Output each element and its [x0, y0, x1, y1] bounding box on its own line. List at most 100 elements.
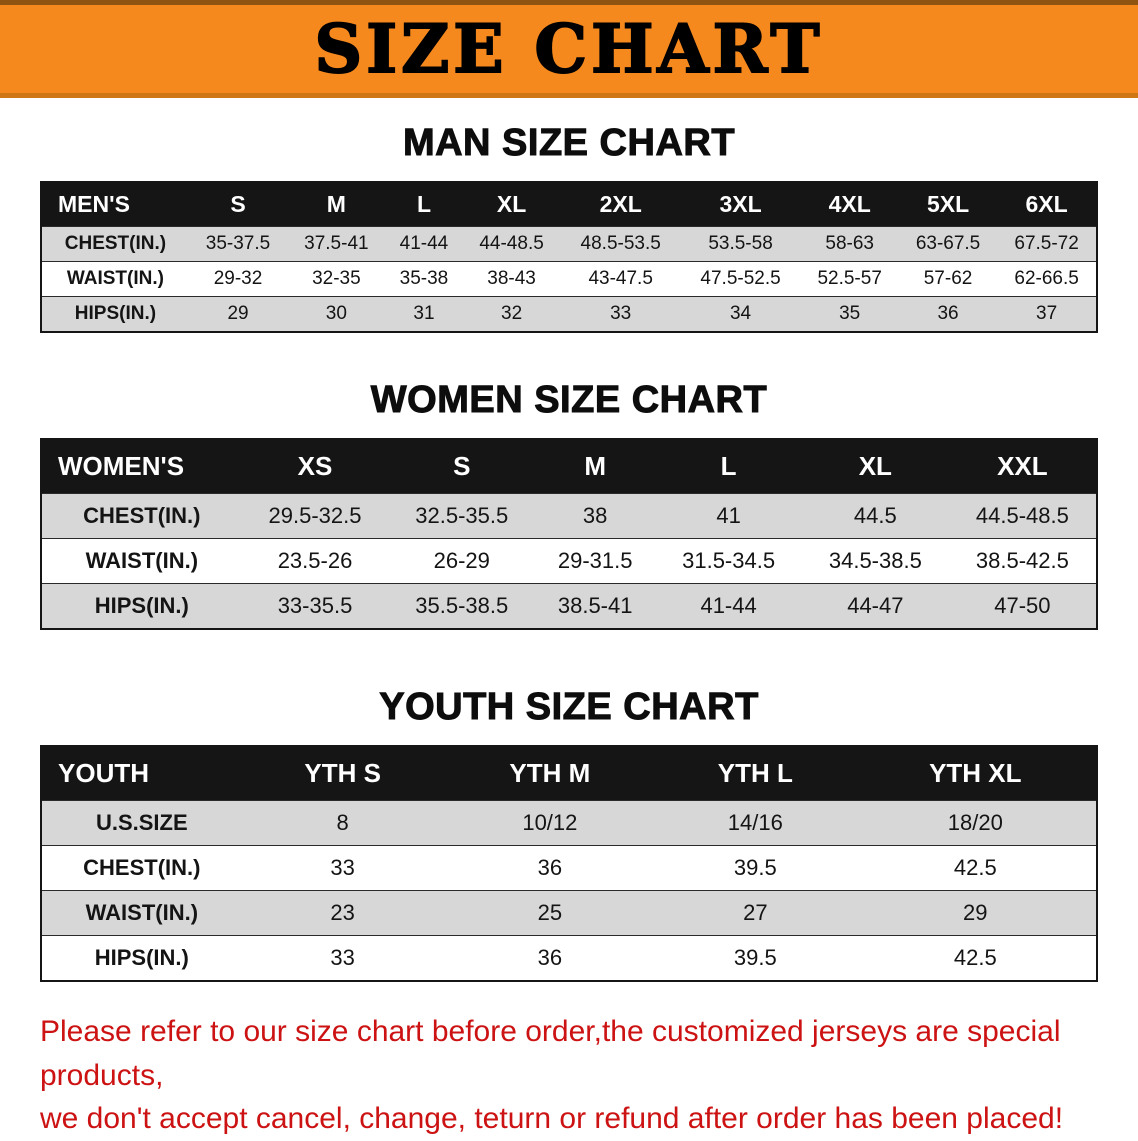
measurement-row: WAIST(IN.) 29-32 32-35 35-38 38-43 43-47.5 47.…	[41, 261, 1097, 297]
measurement-value: 39.5	[733, 855, 777, 880]
measurement-value: 58-63	[825, 233, 874, 254]
measurement-value: 36	[537, 855, 563, 880]
measurement-value: 29	[227, 303, 249, 324]
measurement-value: 32	[501, 303, 523, 324]
measurement-value: 38.5-41	[557, 593, 633, 618]
measurement-value: 33	[610, 303, 632, 324]
measurement-value: 44.5-48.5	[975, 503, 1069, 528]
youth-section-title: YOUTH SIZE CHART	[379, 686, 759, 729]
measurement-value: 35-38	[399, 268, 449, 289]
measurement-label: CHEST(IN.)	[83, 503, 201, 528]
measurement-label: WAIST(IN.)	[85, 900, 199, 925]
measurement-value: 33-35.5	[277, 593, 353, 618]
measurement-value: 33	[330, 855, 355, 880]
measurement-row: U.S.SIZE 8 10/12 14/16 18/20	[41, 800, 1097, 846]
men-section-title: MAN SIZE CHART	[402, 122, 736, 165]
women-size-table: WOMEN'S XS S M L XL XXL CHEST(IN.) 29.5-32.5 32.5…	[40, 438, 1098, 630]
measurement-value: 36	[537, 945, 563, 970]
measurement-value: 62-66.5	[1014, 268, 1079, 289]
measurement-value: 8	[336, 810, 349, 835]
measurement-row: HIPS(IN.) 33 36 39.5 42.5	[41, 935, 1097, 981]
measurement-value: 35	[839, 303, 861, 324]
table-header-row: MEN'S S M L XL 2XL 3XL 4XL 5XL 6XL	[41, 182, 1097, 227]
measurement-value: 34	[729, 303, 752, 324]
table-title-cell: YOUTH	[41, 746, 242, 801]
measurement-row: CHEST(IN.) 33 36 39.5 42.5	[41, 845, 1097, 891]
measurement-value: 31.5-34.5	[682, 548, 776, 573]
size-column-header: 3XL	[680, 182, 801, 227]
measurement-value: 39.5	[733, 945, 777, 970]
measurement-value: 47-50	[994, 593, 1051, 618]
page-title: SIZE CHART	[314, 9, 824, 89]
measurement-value: 52.5-57	[817, 268, 882, 289]
measurement-value: 41-44	[399, 233, 449, 254]
measurement-value: 18/20	[947, 810, 1003, 835]
measurement-value: 29-31.5	[557, 548, 633, 573]
measurement-value: 29-32	[213, 268, 263, 289]
measurement-value: 44-47	[847, 593, 904, 618]
measurement-value: 14/16	[727, 810, 783, 835]
measurement-value: 42.5	[953, 855, 997, 880]
size-column-header: L	[655, 439, 802, 494]
women-section-title: WOMEN SIZE CHART	[370, 379, 768, 422]
size-column-header: 2XL	[560, 182, 681, 227]
size-column-header: S	[188, 182, 288, 227]
size-column-header: XL	[801, 439, 949, 494]
size-column-header: 6XL	[997, 182, 1097, 227]
size-column-header: L	[385, 182, 463, 227]
measurement-value: 29	[963, 900, 988, 925]
measurement-value: 32.5-35.5	[415, 503, 509, 528]
measurement-value: 23	[330, 900, 355, 925]
measurement-value: 38-43	[487, 268, 536, 289]
measurement-value: 35-37.5	[205, 233, 271, 254]
measurement-value: 30	[325, 303, 347, 324]
size-column-header: 5XL	[898, 182, 998, 227]
measurement-value: 31	[413, 303, 435, 324]
size-column-header: S	[388, 439, 536, 494]
table-title-cell: MEN'S	[41, 182, 189, 227]
measurement-value: 47.5-52.5	[700, 268, 781, 289]
measurement-value: 27	[743, 900, 768, 925]
table-header-row: YOUTH YTH S YTH M YTH L YTH XL	[41, 746, 1097, 801]
size-column-header: XXL	[948, 439, 1097, 494]
measurement-value: 42.5	[953, 945, 997, 970]
measurement-value: 26-29	[433, 548, 490, 573]
size-column-header: YTH M	[443, 746, 657, 801]
measurement-label: U.S.SIZE	[95, 810, 188, 835]
measurement-row: HIPS(IN.) 33-35.5 35.5-38.5 38.5-41 41-44 44-…	[41, 583, 1097, 629]
size-column-header: XS	[241, 439, 389, 494]
measurement-row: CHEST(IN.) 29.5-32.5 32.5-35.5 38 41 44.5 44.5…	[41, 493, 1097, 539]
table-title-cell: WOMEN'S	[41, 439, 242, 494]
size-column-header: XL	[462, 182, 561, 227]
measurement-value: 44.5	[853, 503, 897, 528]
measurement-value: 37	[1036, 303, 1058, 324]
men-size-chart-section: MAN SIZE CHART MEN'S S M L XL 2XL 3XL 4XL 5XL 6XL…	[0, 122, 1138, 333]
size-column-header: 4XL	[800, 182, 899, 227]
youth-size-table: YOUTH YTH S YTH M YTH L YTH XL U.S.SIZE 8 10/12…	[40, 745, 1098, 982]
men-size-table: MEN'S S M L XL 2XL 3XL 4XL 5XL 6XL CHEST(IN.) 35-37…	[40, 181, 1098, 333]
measurement-label: CHEST(IN.)	[64, 233, 167, 254]
measurement-value: 32-35	[312, 268, 361, 289]
measurement-value: 23.5-26	[277, 548, 353, 573]
measurement-value: 44-48.5	[479, 233, 544, 254]
size-column-header: YTH S	[241, 746, 444, 801]
size-column-header: YTH XL	[854, 746, 1097, 801]
measurement-value: 25	[537, 900, 563, 925]
measurement-label: WAIST(IN.)	[85, 548, 199, 573]
measurement-label: HIPS(IN.)	[94, 945, 189, 970]
notice-line-2: we don't accept cancel, change, teturn o…	[40, 1102, 1064, 1135]
measurement-label: WAIST(IN.)	[66, 268, 164, 289]
measurement-value: 37.5-41	[304, 233, 369, 254]
measurement-value: 67.5-72	[1014, 233, 1079, 254]
measurement-value: 35.5-38.5	[415, 593, 509, 618]
measurement-label: CHEST(IN.)	[83, 855, 201, 880]
measurement-label: HIPS(IN.)	[74, 303, 157, 324]
table-header-row: WOMEN'S XS S M L XL XXL	[41, 439, 1097, 494]
measurement-row: WAIST(IN.) 23.5-26 26-29 29-31.5 31.5-34.5 34…	[41, 538, 1097, 584]
measurement-value: 43-47.5	[588, 268, 653, 289]
measurement-value: 34.5-38.5	[828, 548, 922, 573]
women-size-chart-section: WOMEN SIZE CHART WOMEN'S XS S M L XL XXL CHEST(…	[0, 379, 1138, 630]
measurement-value: 38	[582, 503, 608, 528]
measurement-value: 57-62	[923, 268, 973, 289]
